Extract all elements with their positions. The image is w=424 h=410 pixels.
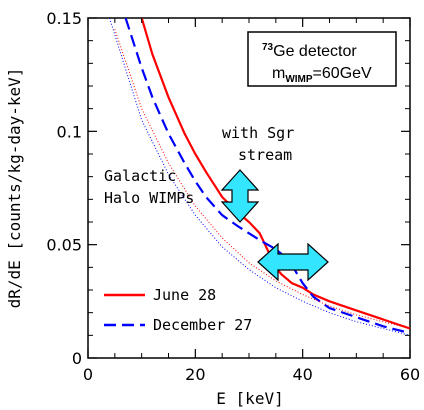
- detector-name: Ge detector: [273, 43, 357, 60]
- wimp-mass-subscript: WIMP: [285, 74, 313, 85]
- y-tick-label: 0: [72, 349, 82, 368]
- series-layer: [109, 18, 410, 336]
- halo-blue-dotted-line: [109, 18, 410, 336]
- legend-june-label: June 28: [153, 286, 216, 304]
- x-tick-label: 60: [400, 365, 420, 384]
- x-tick-label: 40: [292, 365, 312, 384]
- legend-december-label: December 27: [153, 316, 252, 334]
- y-tick-label: 0.05: [46, 236, 82, 255]
- december-27-line: [124, 18, 410, 335]
- horizontal-double-arrow-icon: [257, 242, 329, 282]
- halo-annotation-line2: Halo WIMPs: [104, 189, 194, 207]
- sgr-annotation-line2: stream: [238, 146, 292, 164]
- y-tick-label: 0.15: [46, 9, 82, 28]
- wimp-mass-value: =60GeV: [313, 65, 372, 82]
- y-tick-label: 0.1: [57, 122, 82, 141]
- vertical-double-arrow-icon: [220, 169, 260, 223]
- detector-label: 73Ge detector: [262, 42, 357, 60]
- legend: June 28 December 27: [104, 286, 252, 334]
- sgr-annotation-line1: with Sgr: [222, 124, 294, 142]
- wimp-mass-label: mWIMP=60GeV: [272, 65, 372, 85]
- x-tick-label: 20: [185, 365, 205, 384]
- detector-info-box: 73Ge detector mWIMP=60GeV: [247, 31, 397, 87]
- detector-isotope-superscript: 73: [262, 42, 274, 53]
- halo-annotation-line1: Galactic: [104, 167, 176, 185]
- wimp-mass-symbol: m: [272, 65, 285, 82]
- tick-layer: 0 20 40 60 0 0.05 0.1 0.15: [46, 9, 420, 384]
- x-axis-title: E [keV]: [216, 389, 283, 408]
- x-tick-label: 0: [83, 365, 93, 384]
- june-28-line: [140, 18, 410, 330]
- detector-box-frame: [247, 31, 397, 87]
- y-axis-title: dR/dE [counts/kg-day-keV]: [5, 68, 24, 309]
